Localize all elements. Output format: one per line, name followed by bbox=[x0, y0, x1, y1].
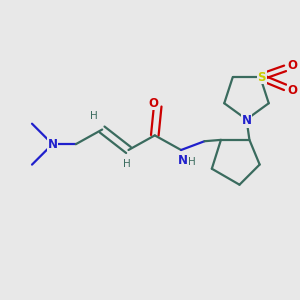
Text: H: H bbox=[123, 159, 131, 169]
Text: O: O bbox=[287, 84, 297, 97]
Text: N: N bbox=[47, 138, 58, 151]
Text: N: N bbox=[242, 114, 251, 128]
Text: O: O bbox=[148, 97, 158, 110]
Text: N: N bbox=[178, 154, 188, 167]
Text: S: S bbox=[257, 70, 266, 84]
Text: H: H bbox=[188, 157, 196, 167]
Text: H: H bbox=[89, 111, 97, 122]
Text: O: O bbox=[287, 59, 297, 72]
